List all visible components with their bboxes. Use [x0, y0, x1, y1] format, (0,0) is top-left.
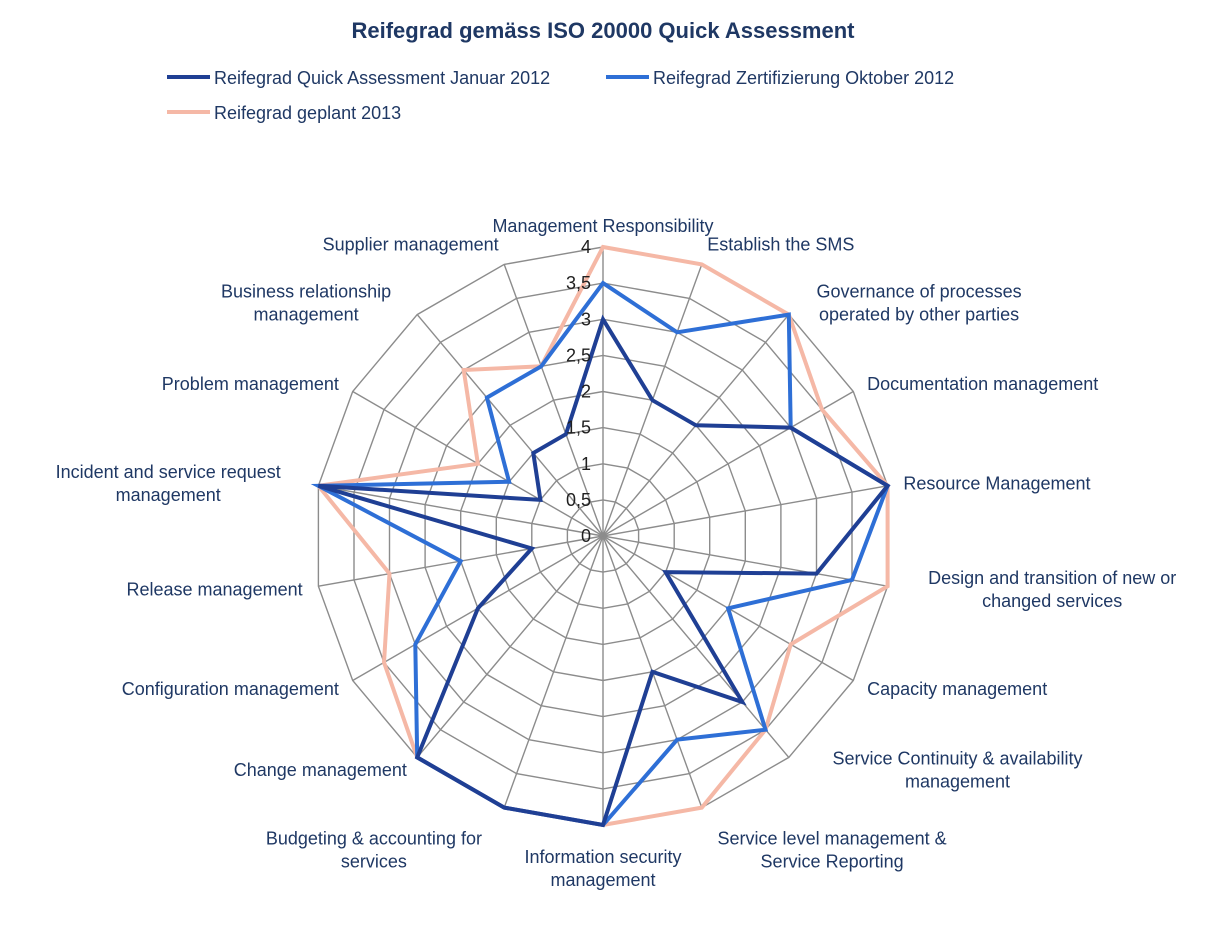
category-label: Documentation management — [867, 374, 1098, 394]
category-label: Capacity management — [867, 679, 1047, 699]
grid-spoke — [602, 535, 790, 758]
tick-label: 3,5 — [566, 273, 591, 293]
category-label: Configuration management — [122, 679, 339, 699]
category-label: Problem management — [162, 374, 339, 394]
radar-grid — [317, 246, 889, 826]
chart-title: Reifegrad gemäss ISO 20000 Quick Assessm… — [352, 18, 856, 43]
legend-item-2[interactable]: Reifegrad geplant 2013 — [167, 103, 401, 123]
category-label: Change management — [234, 760, 407, 780]
legend-label-1: Reifegrad Zertifizierung Oktober 2012 — [653, 68, 954, 88]
category-label: Supplier management — [323, 234, 499, 254]
tick-label: 1 — [581, 454, 591, 474]
category-label: Business relationship management — [221, 281, 391, 324]
grid-spoke — [602, 535, 888, 587]
grid-spoke — [503, 264, 604, 537]
category-label: Service Continuity & availability managem… — [832, 749, 1082, 792]
category-label: Establish the SMS — [707, 234, 854, 254]
grid-spoke — [602, 390, 854, 537]
tick-label: 3 — [581, 309, 591, 329]
legend: Reifegrad Quick Assessment Januar 2012 R… — [167, 68, 954, 123]
category-label: Budgeting & accounting for services — [266, 829, 482, 872]
legend-item-0[interactable]: Reifegrad Quick Assessment Januar 2012 — [167, 68, 550, 88]
tick-label: 4 — [581, 237, 591, 257]
category-label: Management Responsibility — [492, 216, 713, 236]
category-label: Incident and service request management — [56, 462, 281, 505]
tick-labels: 0 0,5 1 1,5 2 2,5 3 3,5 4 — [566, 237, 591, 546]
tick-label: 2 — [581, 382, 591, 402]
legend-item-1[interactable]: Reifegrad Zertifizierung Oktober 2012 — [606, 68, 954, 88]
tick-label: 0 — [581, 526, 591, 546]
category-label: Release management — [126, 580, 302, 600]
series-line-0 — [317, 314, 891, 828]
category-label: Resource Management — [903, 474, 1090, 494]
tick-label: 0,5 — [566, 490, 591, 510]
category-label: Design and transition of new or changed s… — [928, 568, 1176, 611]
category-label: Service level management & Service Report… — [718, 829, 947, 872]
legend-label-0: Reifegrad Quick Assessment Januar 2012 — [214, 68, 550, 88]
grid-spoke — [602, 485, 888, 537]
grid-spoke — [416, 535, 604, 758]
grid-spoke — [416, 314, 604, 537]
category-label: Governance of processes operated by other… — [817, 281, 1022, 324]
legend-label-2: Reifegrad geplant 2013 — [214, 103, 401, 123]
tick-label: 2,5 — [566, 345, 591, 365]
tick-label: 1,5 — [566, 418, 591, 438]
grid-spoke — [503, 535, 604, 808]
series-lines — [310, 244, 891, 828]
category-label: Information security management — [524, 847, 681, 890]
grid-spoke — [318, 485, 604, 537]
